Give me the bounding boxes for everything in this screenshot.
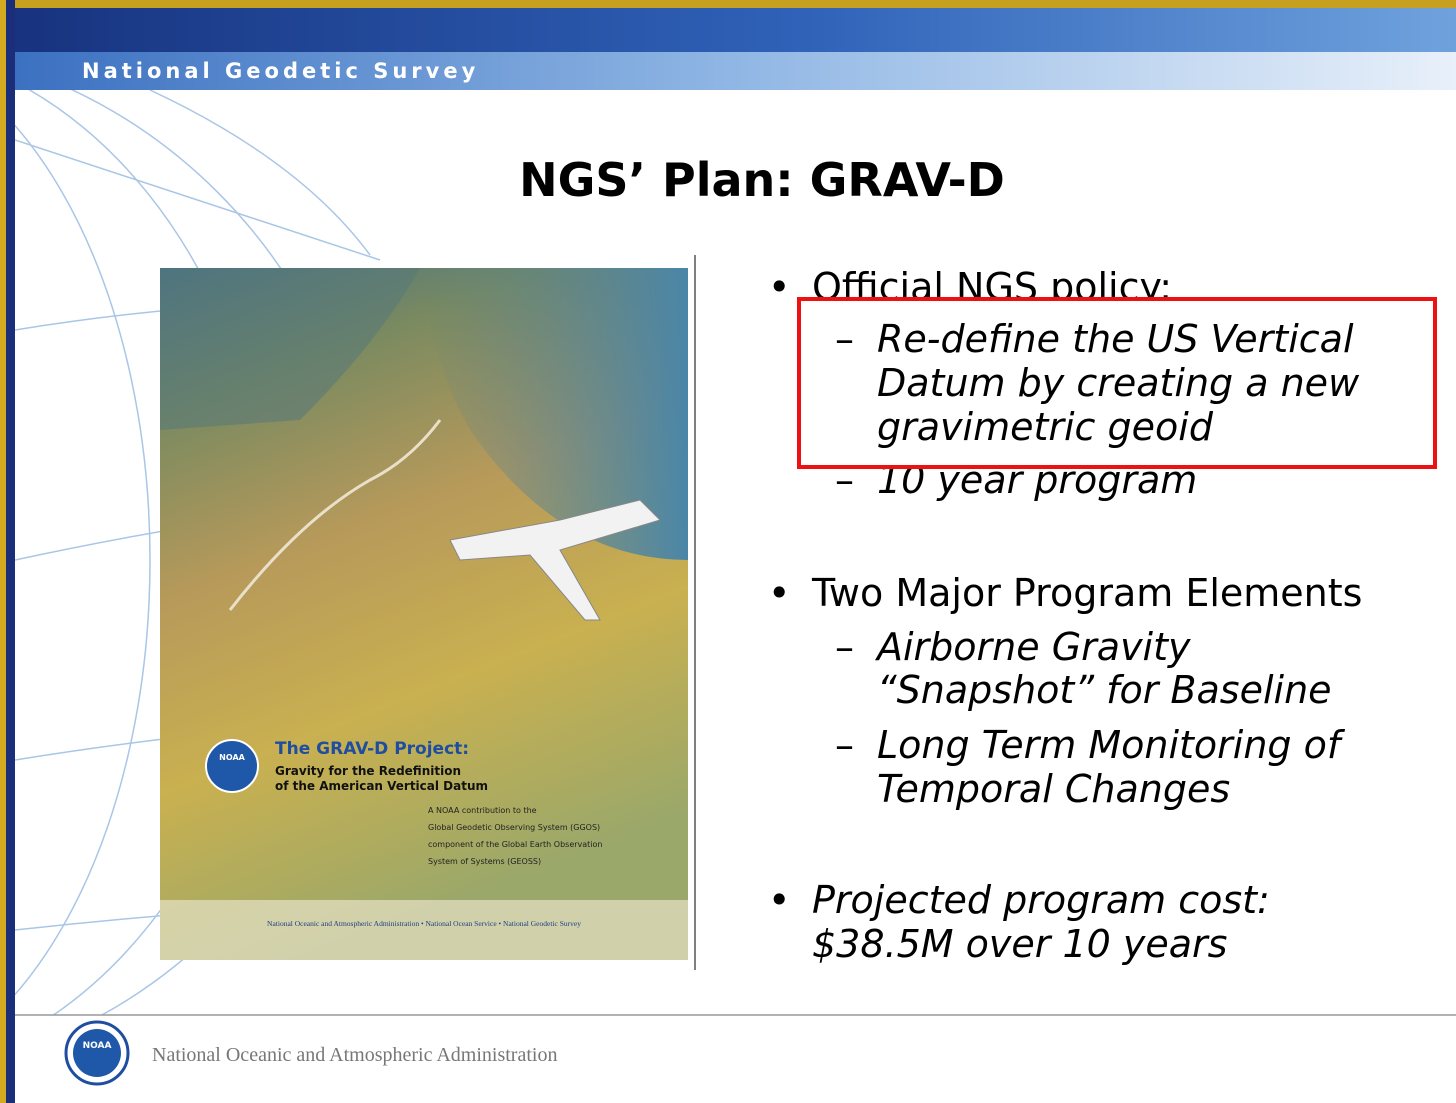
bullet-text: Projected program cost:: [812, 878, 1270, 922]
cover-logo-text: NOAA: [219, 753, 245, 762]
top-band: [0, 8, 1456, 54]
left-border: [0, 0, 6, 1103]
cover-title: The GRAV-D Project:: [275, 739, 469, 759]
dash-marker: –: [835, 317, 854, 361]
slide-title: NGS’ Plan: GRAV-D: [519, 153, 1005, 207]
dash-marker: –: [835, 723, 854, 767]
bullet-marker: •: [768, 571, 790, 615]
header-org: National Geodetic Survey: [82, 59, 479, 83]
cover-note: System of Systems (GEOSS): [428, 857, 541, 866]
dash-marker: –: [835, 625, 854, 669]
bullet-marker: •: [768, 265, 790, 309]
sub-bullet-text: Long Term Monitoring of: [877, 723, 1346, 767]
cover-logo: [206, 740, 258, 792]
cover-subtitle: of the American Vertical Datum: [275, 779, 488, 793]
bullet-text: Two Major Program Elements: [811, 571, 1362, 615]
bullet-marker: •: [768, 878, 790, 922]
bullet-text: $38.5M over 10 years: [812, 922, 1227, 966]
sub-bullet-text: Airborne Gravity: [874, 625, 1191, 669]
page: {"header": {"org": "National Geodetic Su…: [0, 0, 1456, 1103]
sub-bullet-text: gravimetric geoid: [877, 405, 1214, 449]
cover-bottom: [160, 900, 688, 960]
sub-bullet-text: Datum by creating a new: [877, 361, 1360, 405]
footer-logo-inner: [73, 1029, 121, 1077]
sub-bullet-text: Re-define the US Vertical: [877, 317, 1354, 361]
cover-subtitle: Gravity for the Redefinition: [275, 764, 461, 778]
cover-image: NOAA The GRAV-D Project: Gravity for the…: [160, 268, 688, 960]
sub-bullet-text: Temporal Changes: [877, 767, 1230, 811]
cover-footer: National Oceanic and Atmospheric Adminis…: [267, 919, 581, 928]
cover-note: Global Geodetic Observing System (GGOS): [428, 823, 600, 832]
sub-bullet-text: “Snapshot” for Baseline: [877, 668, 1332, 712]
left-bar: [6, 0, 15, 1103]
cover-note: A NOAA contribution to the: [428, 806, 537, 815]
slide: National Geodetic Survey NGS’ Plan: GRAV…: [0, 0, 1456, 1103]
footer-text: National Oceanic and Atmospheric Adminis…: [152, 1044, 557, 1066]
footer-logo-text: NOAA: [83, 1041, 112, 1051]
cover-note: component of the Global Earth Observatio…: [428, 840, 603, 849]
